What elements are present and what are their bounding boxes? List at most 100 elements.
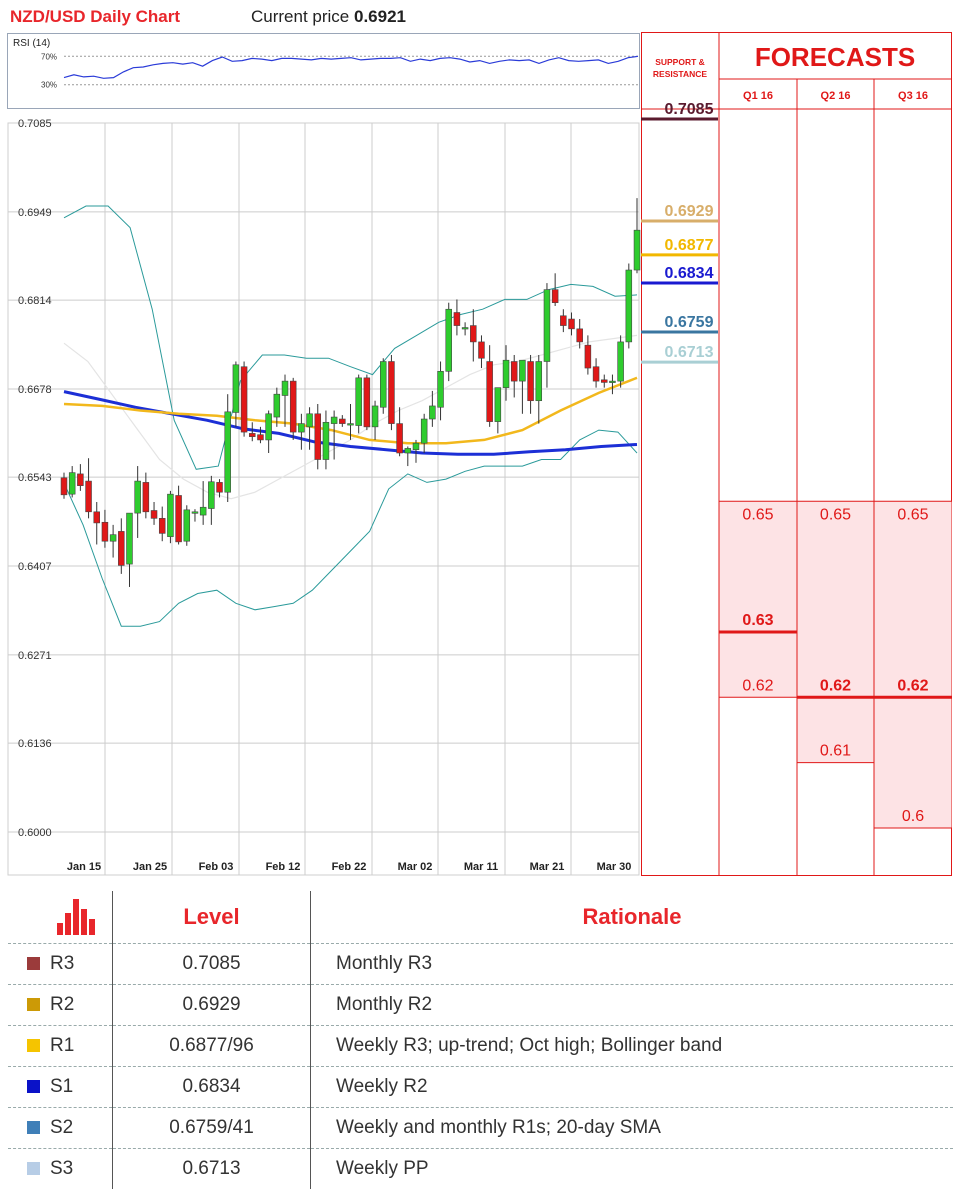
candle [470,309,477,362]
candle [551,273,559,306]
level-name: S1 [50,1076,74,1097]
candle-body [494,387,502,422]
level-value: 0.7085 [112,943,311,985]
candle-body [224,411,231,493]
forecast-value: 0.62 [820,677,851,694]
forecast-value: 0.65 [897,506,928,523]
y-tick-label: 0.6543 [18,472,52,484]
level-name: R2 [50,994,75,1015]
level-rationale: Weekly R3; up-trend; Oct high; Bollinger… [310,1025,953,1067]
candle [60,472,68,499]
forecast-range [797,501,874,763]
candle [510,354,518,398]
table-row: R3 0.7085 Monthly R3 [8,943,953,985]
candle-body [502,359,510,388]
candle [126,512,133,587]
candle-body [68,472,76,495]
candle-body [535,361,543,402]
candle-body [470,325,477,343]
sr-level-label: 0.6759 [665,314,714,331]
candle [519,359,526,414]
y-tick-label: 0.6814 [18,295,52,307]
candle [388,354,395,431]
candle-body [592,366,600,382]
level-name-cell: S1 [8,1066,113,1108]
candle [592,358,600,388]
level-rationale: Weekly R2 [310,1066,953,1108]
candle [101,509,109,548]
y-tick-label: 0.7085 [18,118,52,130]
candle-body [429,405,436,420]
x-tick-label: Jan 15 [67,861,101,873]
forecast-panel: SUPPORT & RESISTANCE FORECASTS Q1 16 Q2 16 Q3… [641,32,952,876]
candle [257,426,264,444]
current-price-value: 0.6921 [354,7,406,26]
candle [363,374,371,431]
forecast-range [719,501,797,698]
candle-body [363,377,371,428]
candle [208,475,215,525]
candle-body [371,405,379,428]
level-value: 0.6759/41 [112,1107,311,1149]
rsi-70-label: 70% [41,52,57,61]
candle-body [584,344,592,369]
x-tick-label: Feb 22 [332,861,367,873]
candle [568,312,575,336]
candle [478,335,485,369]
candle [77,464,84,491]
candle-body [142,482,150,513]
level-rationale: Weekly PP [310,1148,953,1189]
candle [371,400,379,440]
candle [412,439,420,463]
candle [273,387,281,427]
candle-body [404,448,412,454]
level-name-cell: S3 [8,1148,113,1189]
candle-body [93,511,100,524]
candle [191,509,199,522]
candle-body [543,289,551,362]
levels-table: Level Rationale R3 0.7085 Monthly R3 R2 0.69… [8,891,953,1189]
candle-body [265,413,272,441]
x-tick-label: Mar 11 [464,861,498,873]
level-rationale: Monthly R3 [310,943,953,985]
level-name: R1 [50,1035,75,1056]
candle [183,505,191,546]
candle [420,413,428,453]
candle [68,466,76,498]
table-header: Level Rationale [8,891,953,944]
candle [240,361,248,437]
candle [167,490,174,544]
candle-body [478,341,485,359]
candle [249,422,256,442]
candle [445,302,452,382]
candle-body [437,371,444,408]
candle-body [322,421,330,460]
candle-body [158,518,166,534]
forecast-value: 0.63 [742,612,773,629]
candle [134,466,141,538]
level-color-swatch [27,998,40,1011]
table-row: R1 0.6877/96 Weekly R3; up-trend; Oct high… [8,1025,953,1067]
candle-body [118,531,125,566]
forecast-value: 0.62 [897,677,928,694]
level-value: 0.6877/96 [112,1025,311,1067]
level-header: Level [112,891,311,944]
level-rationale: Monthly R2 [310,984,953,1026]
candle [85,458,92,519]
level-color-swatch [27,1162,40,1175]
table-row: S1 0.6834 Weekly R2 [8,1066,953,1108]
table-row: S3 0.6713 Weekly PP [8,1148,953,1189]
candle-body [199,506,207,516]
current-price-label: Current price [251,7,350,26]
forecast-column-header: Q2 16 [821,90,851,102]
level-value: 0.6713 [112,1148,311,1189]
candle [265,410,272,453]
candle-body [420,418,428,444]
rationale-header: Rationale [582,904,682,929]
table-row: R2 0.6929 Monthly R2 [8,984,953,1026]
x-tick-label: Mar 30 [597,861,632,873]
x-tick-label: Mar 02 [398,861,433,873]
y-tick-label: 0.6949 [18,207,52,219]
candle [199,481,207,525]
level-rationale: Weekly and monthly R1s; 20-day SMA [310,1107,953,1149]
